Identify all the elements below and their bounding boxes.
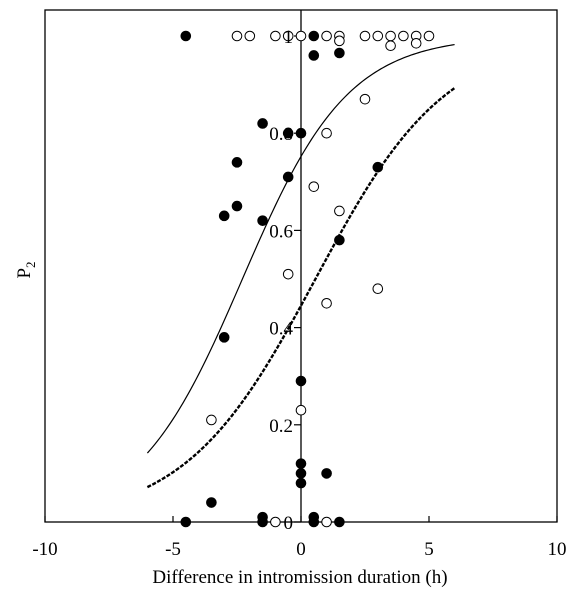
open-data-point (206, 414, 217, 426)
open-data-point (410, 37, 422, 49)
open-data-point (372, 283, 384, 295)
x-axis-title: Difference in intromission duration (h) (152, 567, 447, 588)
open-data-point (321, 127, 332, 139)
filled-data-point (295, 375, 307, 387)
open-data-point (398, 30, 409, 42)
open-data-point (282, 30, 294, 42)
y-axis-title-subscript: 2 (23, 261, 38, 268)
open-data-point (372, 30, 384, 42)
y-axis-title-main: P (14, 268, 35, 279)
open-data-point (282, 268, 294, 280)
y-tick-label: 0.8 (269, 124, 293, 145)
open-data-point (308, 181, 320, 192)
filled-data-point (180, 516, 192, 528)
open-data-point (295, 404, 307, 416)
x-tick-label: 5 (424, 539, 434, 560)
filled-data-point (334, 47, 345, 59)
tick-labels: -10 -5 0 5 10 0 0.2 0.4 0.6 0.8 1 (32, 27, 566, 560)
filled-data-point (282, 171, 294, 183)
filled-data-point (231, 157, 243, 168)
x-tick-label: -5 (165, 539, 181, 560)
open-data-point (334, 205, 345, 217)
filled-data-point (372, 161, 384, 173)
filled-data-point (308, 50, 320, 61)
y-tick-label: 0.4 (269, 319, 293, 340)
filled-data-point (295, 127, 307, 139)
filled-data-point (218, 210, 230, 222)
x-tick-label: 10 (548, 539, 567, 560)
filled-data-point (257, 516, 268, 528)
filled-data-point (308, 516, 320, 528)
open-data-point (244, 30, 256, 42)
open-data-point (359, 30, 371, 42)
y-tick-label: 0 (284, 513, 294, 534)
axes (44, 10, 558, 523)
open-data-point (270, 516, 281, 528)
data-points (180, 30, 435, 528)
open-data-point (334, 35, 345, 47)
open-data-point (423, 30, 435, 42)
open-data-point (295, 30, 307, 42)
filled-data-point (257, 118, 268, 129)
filled-data-point (257, 215, 268, 226)
filled-data-point (206, 497, 217, 508)
filled-data-point (308, 30, 320, 42)
open-data-point (385, 40, 396, 52)
filled-data-point (295, 458, 307, 469)
filled-data-point (282, 127, 294, 139)
filled-data-point (295, 468, 307, 479)
fitted-curves (146, 43, 456, 489)
filled-data-point (180, 30, 192, 42)
filled-data-point (295, 477, 307, 489)
filled-data-point (334, 234, 345, 246)
dashed-curve (146, 87, 456, 489)
y-tick-label: 1 (284, 27, 294, 48)
x-tick-label: -10 (32, 539, 57, 560)
y-tick-label: 0.6 (269, 221, 293, 242)
open-data-point (359, 93, 371, 105)
solid-curve (146, 43, 455, 454)
filled-data-point (218, 332, 230, 343)
filled-data-point (231, 200, 243, 212)
open-data-point (321, 30, 332, 42)
open-data-point (231, 30, 243, 42)
open-data-point (321, 298, 332, 309)
open-data-point (321, 516, 332, 528)
open-data-point (270, 30, 281, 42)
y-tick-label: 0.2 (269, 416, 293, 437)
open-data-point (385, 30, 396, 42)
y-axis-title: P2 (14, 261, 38, 278)
filled-data-point (321, 468, 332, 479)
filled-data-point (334, 516, 345, 528)
x-tick-label: 0 (296, 539, 306, 560)
